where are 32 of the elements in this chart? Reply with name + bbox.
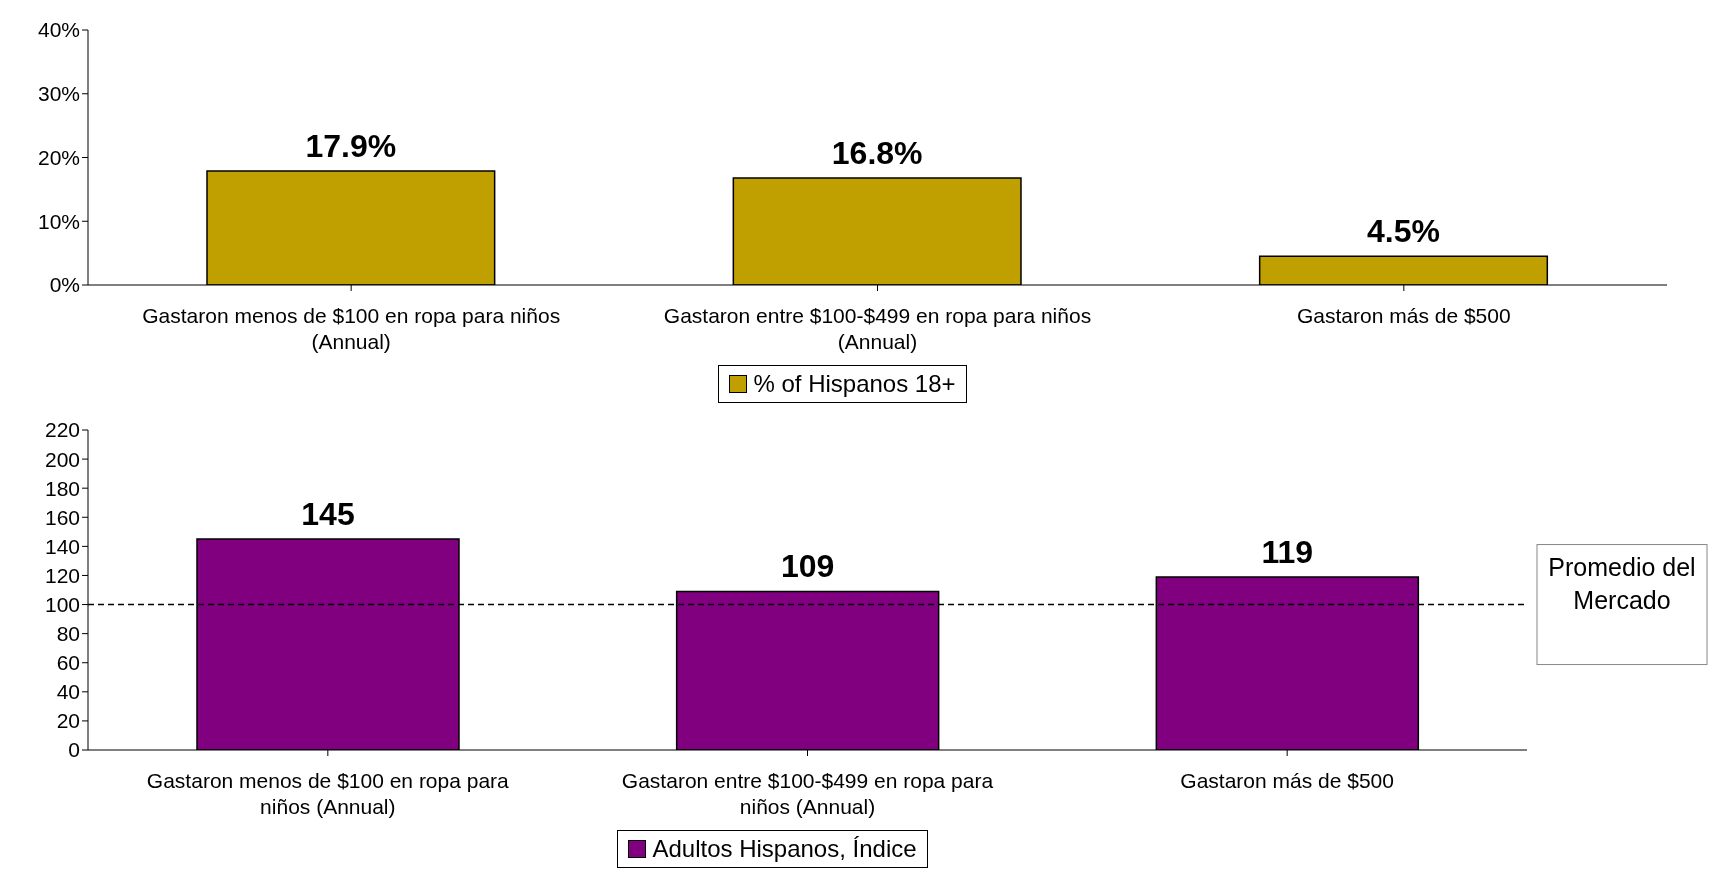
y-tick-label: 30%: [37, 82, 80, 106]
y-tick-label: 100: [44, 593, 80, 616]
y-tick-label: 120: [44, 563, 80, 587]
y-tick-label: 10%: [37, 209, 80, 233]
data-label: 4.5%: [1367, 213, 1440, 250]
x-tick-label: Gastaron menos de $100 en ropa para niños (Annual): [146, 769, 510, 818]
y-tick-label: 220: [44, 418, 80, 442]
y-tick-label: 20: [56, 709, 80, 733]
y-tick-label: 160: [44, 505, 80, 529]
y-tick-label: 0%: [49, 273, 80, 297]
legend-label: % of Hispanos 18+: [752, 370, 956, 398]
x-tick-label: Gastaron menos de $100 en ropa para niños (Annual): [142, 304, 561, 353]
data-label: 145: [301, 496, 355, 533]
data-label: 109: [780, 548, 835, 585]
y-tick-label: 20%: [37, 145, 80, 169]
x-tick-label: Gastaron entre $100-$499 en ropa para niños (Annual): [621, 769, 994, 818]
ref-line-label: Promedio del Mercado: [1548, 553, 1696, 615]
data-label: 17.9%: [305, 127, 397, 164]
y-tick-label: 180: [44, 476, 80, 500]
x-tick-label: Gastaron entre $100-$499 en ropa para niños (Annual): [663, 304, 1092, 353]
y-tick-label: 40%: [37, 18, 80, 42]
y-tick-label: 0: [68, 738, 80, 762]
data-label: 16.8%: [831, 134, 923, 171]
y-tick-label: 140: [44, 534, 80, 558]
data-label: 119: [1261, 533, 1314, 570]
y-tick-label: 40: [56, 680, 80, 704]
y-tick-label: 60: [56, 651, 80, 675]
y-tick-label: 200: [44, 447, 80, 471]
x-tick-label: Gastaron más de $500: [1180, 769, 1394, 792]
y-tick-label: 80: [56, 622, 80, 646]
x-tick-label: Gastaron más de $500: [1297, 304, 1511, 327]
legend-label: Adultos Hispanos, Índice: [651, 835, 917, 863]
